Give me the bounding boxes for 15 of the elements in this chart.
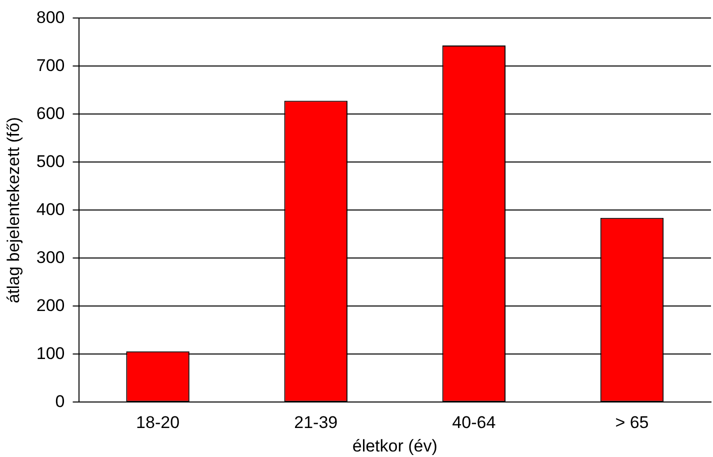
y-tick-label: 400 bbox=[36, 200, 65, 219]
y-tick-label: 100 bbox=[36, 344, 65, 363]
x-tick-label: 40-64 bbox=[452, 413, 496, 432]
y-tick-label: 700 bbox=[36, 56, 65, 75]
x-tick-label: 21-39 bbox=[294, 413, 338, 432]
x-tick-label: 18-20 bbox=[136, 413, 180, 432]
y-tick-label: 200 bbox=[36, 296, 65, 315]
y-tick-label: 800 bbox=[36, 8, 65, 27]
y-axis-title: átlag bejelentekezett (fő) bbox=[4, 117, 23, 304]
y-tick-label: 0 bbox=[55, 392, 65, 411]
x-axis-title: életkor (év) bbox=[352, 436, 438, 456]
y-tick-label: 300 bbox=[36, 248, 65, 267]
y-tick-label: 600 bbox=[36, 104, 65, 123]
x-tick-label: > 65 bbox=[615, 413, 649, 432]
y-tick-label: 500 bbox=[36, 152, 65, 171]
